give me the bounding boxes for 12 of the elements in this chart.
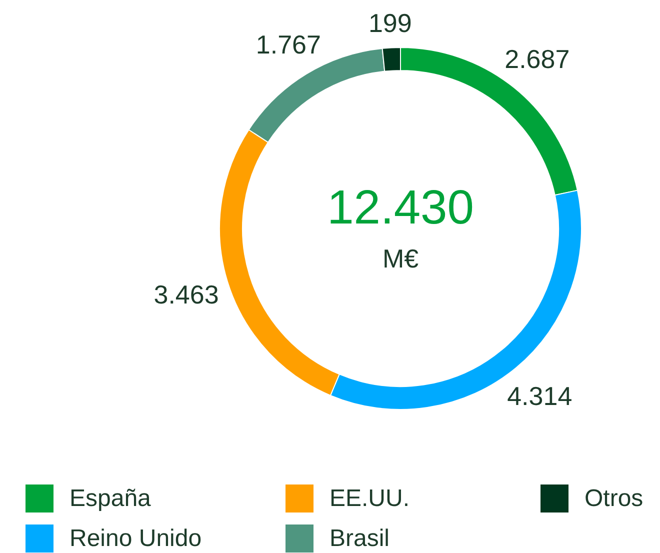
data-label: 2.687 (504, 44, 570, 74)
data-label: 199 (368, 8, 412, 38)
data-label: 3.463 (154, 279, 219, 310)
data-label: 4.314 (507, 381, 572, 412)
legend-label: Otros (584, 485, 644, 512)
legend-label: España (70, 485, 152, 512)
legend-label: Brasil (330, 525, 390, 552)
text: 12.430 (327, 182, 474, 234)
legend-label: Reino Unido (70, 525, 202, 552)
legend-label: EE.UU. (330, 485, 410, 512)
text: M€ (382, 244, 420, 274)
data-label: 1.767 (256, 30, 321, 60)
